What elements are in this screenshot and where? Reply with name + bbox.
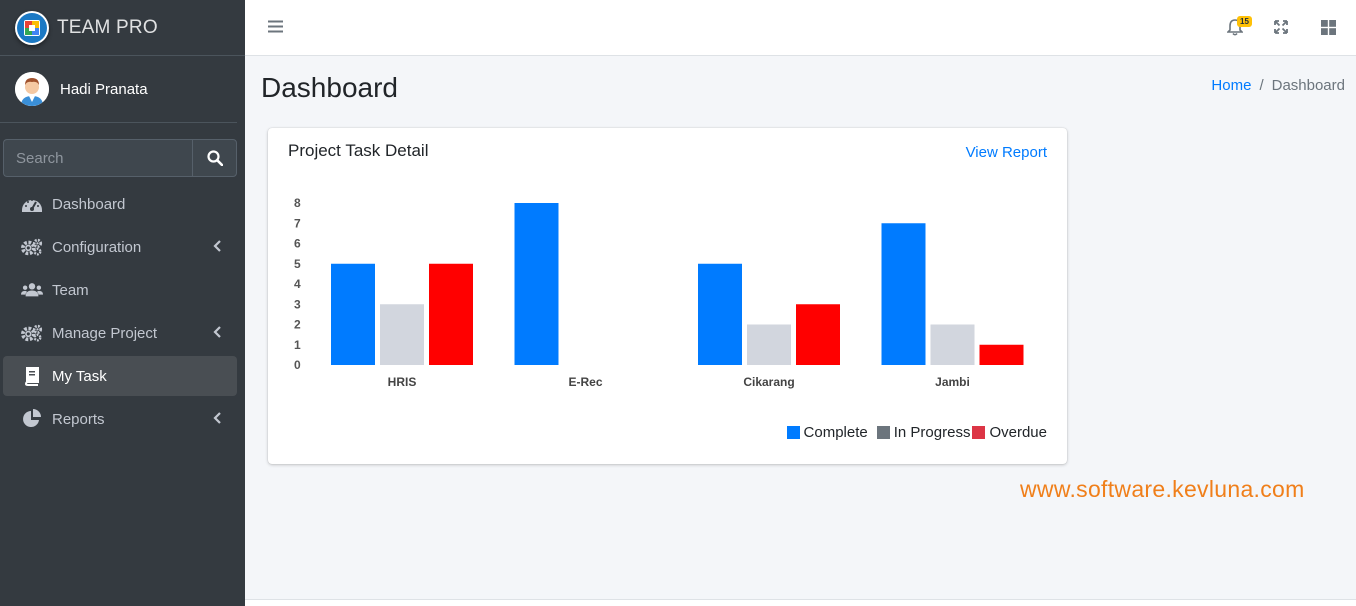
legend-label: In Progress <box>893 424 971 441</box>
chevron-left-icon <box>213 326 221 338</box>
breadcrumb-separator: / <box>1259 77 1264 94</box>
x-tick-label: HRIS <box>388 375 417 389</box>
users-icon <box>21 280 43 300</box>
legend-label: Overdue <box>989 424 1047 441</box>
breadcrumb-home-link[interactable]: Home <box>1211 77 1252 94</box>
watermark: www.software.kevluna.com <box>1020 476 1305 502</box>
bar-in-progress <box>930 324 975 365</box>
x-tick-label: Cikarang <box>743 375 794 389</box>
sidebar-item-label: Dashboard <box>52 195 126 213</box>
bar-in-progress <box>747 324 791 365</box>
legend-item-in-progress[interactable]: In Progress <box>876 424 971 441</box>
y-tick-label: 0 <box>294 358 301 372</box>
bar-complete <box>881 223 926 365</box>
bar-overdue <box>429 263 473 365</box>
y-tick-label: 4 <box>294 277 301 291</box>
chevron-left-icon <box>213 240 221 252</box>
legend-label: Complete <box>803 424 868 441</box>
y-tick-label: 8 <box>294 196 301 210</box>
sidebar-item-team[interactable]: Team <box>3 270 237 310</box>
sidebar-item-my-task[interactable]: My Task <box>3 356 237 396</box>
sidebar-item-dashboard[interactable]: Dashboard <box>3 184 237 224</box>
bar-complete <box>331 263 375 365</box>
search-button[interactable] <box>192 139 237 177</box>
legend-swatch-complete <box>786 426 800 439</box>
sidebar-item-label: My Task <box>52 367 107 385</box>
sidebar-item-reports[interactable]: Reports <box>3 399 237 439</box>
legend-swatch-in-progress <box>876 426 890 439</box>
brand[interactable]: TEAM PRO <box>0 0 245 56</box>
cogs-icon <box>21 237 43 257</box>
y-tick-label: 5 <box>294 257 301 271</box>
sidebar-item-label: Manage Project <box>52 324 158 342</box>
y-tick-label: 6 <box>294 237 301 251</box>
sidebar-item-label: Reports <box>52 410 105 428</box>
brand-logo-icon <box>15 10 49 45</box>
sidebar-item-label: Configuration <box>52 238 142 256</box>
bar-complete <box>514 203 559 365</box>
book-icon <box>21 366 43 386</box>
footer <box>245 600 1356 606</box>
sidebar-search <box>3 139 237 177</box>
y-tick-label: 7 <box>294 216 301 230</box>
user-name[interactable]: Hadi Pranata <box>60 80 148 98</box>
view-report-link[interactable]: View Report <box>965 144 1047 161</box>
avatar <box>15 72 49 106</box>
x-tick-label: E-Rec <box>568 375 602 389</box>
bar-overdue <box>796 304 840 365</box>
bar-complete <box>698 263 742 365</box>
y-tick-label: 2 <box>294 318 301 332</box>
legend-item-complete[interactable]: Complete <box>786 424 868 441</box>
y-tick-label: 3 <box>294 297 301 311</box>
user-panel[interactable]: Hadi Pranata <box>0 56 237 123</box>
legend-swatch-overdue <box>972 426 986 439</box>
sidebar-item-label: Team <box>52 281 89 299</box>
search-input[interactable] <box>3 139 192 177</box>
page-title: Dashboard <box>261 72 398 103</box>
x-tick-label: Jambi <box>935 375 970 389</box>
notification-badge: 15 <box>1237 16 1252 27</box>
bar-chart: 0 1 2 3 4 5 6 7 8 HRIS E-Rec Cikarang Jambi <box>294 196 1024 389</box>
tachometer-icon <box>21 194 43 214</box>
breadcrumb: Home / Dashboard <box>1211 77 1345 94</box>
fullscreen-icon[interactable] <box>1274 20 1288 34</box>
legend-item-overdue[interactable]: Overdue <box>972 424 1047 441</box>
bar-in-progress <box>380 304 424 365</box>
sidebar-item-configuration[interactable]: Configuration <box>3 227 237 267</box>
breadcrumb-current: Dashboard <box>1271 77 1345 94</box>
brand-name: TEAM PRO <box>57 16 158 38</box>
cogs-icon <box>21 323 43 343</box>
bar-overdue <box>979 344 1024 365</box>
top-navbar: 15 <box>245 0 1356 56</box>
pie-chart-icon <box>21 409 43 429</box>
project-task-card: Project Task Detail View Report 0 1 2 3 4 5 6 7… <box>268 128 1067 464</box>
chevron-left-icon <box>213 412 221 424</box>
chart-legend: Complete In Progress Overdue <box>778 424 1047 441</box>
footer-divider <box>245 599 1356 600</box>
y-tick-label: 1 <box>294 338 301 352</box>
sidebar-nav: Dashboard Configuration <box>3 184 237 442</box>
search-icon <box>206 150 223 166</box>
card-title: Project Task Detail <box>288 141 429 160</box>
sidebar: TEAM PRO Hadi Pranata <box>0 0 245 606</box>
hamburger-menu-icon[interactable] <box>268 19 283 34</box>
grid-icon[interactable] <box>1321 20 1336 35</box>
sidebar-item-manage-project[interactable]: Manage Project <box>3 313 237 353</box>
